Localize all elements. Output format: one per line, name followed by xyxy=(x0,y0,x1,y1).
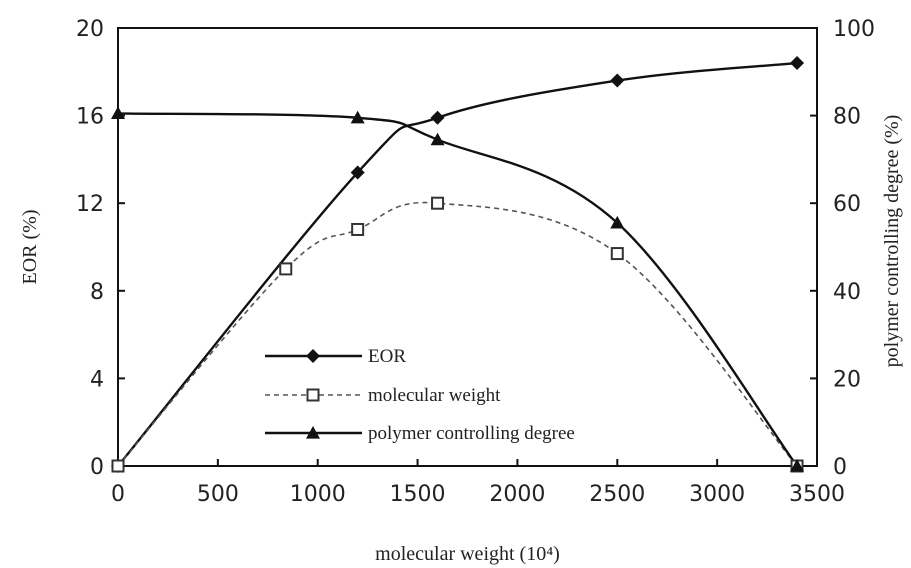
square-marker xyxy=(610,247,624,261)
x-tick-label: 1000 xyxy=(290,482,346,507)
right-tick-label: 0 xyxy=(833,455,847,480)
triangle-marker xyxy=(610,215,625,229)
x-axis-ticks: 0 500 1000 1500 2000 2500 3000 3500 xyxy=(111,459,845,507)
right-tick-label: 40 xyxy=(833,280,861,305)
x-tick-label: 2000 xyxy=(489,482,545,507)
x-tick-label: 3000 xyxy=(689,482,745,507)
plot-area-frame xyxy=(117,27,818,467)
x-tick-label: 3500 xyxy=(789,482,845,507)
right-tick-label: 20 xyxy=(833,367,861,392)
right-tick-label: 100 xyxy=(833,17,875,42)
left-tick-label: 16 xyxy=(76,105,104,130)
right-tick-label: 60 xyxy=(833,192,861,217)
square-marker xyxy=(431,196,445,210)
legend-label-2: polymer controlling degree xyxy=(368,423,575,444)
triangle-marker xyxy=(306,426,320,439)
diamond-marker xyxy=(350,165,365,180)
left-tick-label: 20 xyxy=(76,17,104,42)
x-tick-label: 1500 xyxy=(390,482,446,507)
left-axis-label: EOR (%) xyxy=(19,210,41,285)
series-markers xyxy=(111,56,805,473)
series-line-1 xyxy=(117,201,798,467)
square-marker xyxy=(111,459,125,473)
square-marker xyxy=(351,222,365,236)
diamond-marker xyxy=(430,110,445,125)
x-tick-label: 2500 xyxy=(589,482,645,507)
left-tick-label: 8 xyxy=(90,280,104,305)
triangle-marker xyxy=(790,459,805,472)
diamond-marker xyxy=(610,73,625,88)
series-lines xyxy=(117,61,798,467)
square-marker xyxy=(306,388,320,402)
triangle-marker xyxy=(350,110,365,124)
right-axis-label: polymer controlling degree (%) xyxy=(881,115,903,368)
triangle-marker xyxy=(430,132,445,146)
legend-label-1: molecular weight xyxy=(368,385,501,406)
right-axis-ticks: 0 20 40 60 80 100 xyxy=(810,17,875,480)
left-tick-label: 12 xyxy=(76,192,104,217)
diamond-marker xyxy=(306,349,320,363)
triangle-marker xyxy=(111,106,125,120)
x-tick-label: 500 xyxy=(197,482,239,507)
left-tick-label: 4 xyxy=(90,367,104,392)
square-marker xyxy=(279,262,293,276)
left-tick-label: 0 xyxy=(90,455,104,480)
legend: EOR molecular weight polymer controlling d… xyxy=(265,346,575,444)
series-line-0 xyxy=(117,61,798,467)
right-tick-label: 80 xyxy=(833,105,861,130)
series-line-2 xyxy=(117,112,798,467)
legend-label-0: EOR xyxy=(368,346,406,367)
x-tick-label: 0 xyxy=(111,482,125,507)
diamond-marker xyxy=(790,56,805,71)
x-axis-label: molecular weight (10⁴) xyxy=(375,543,560,565)
